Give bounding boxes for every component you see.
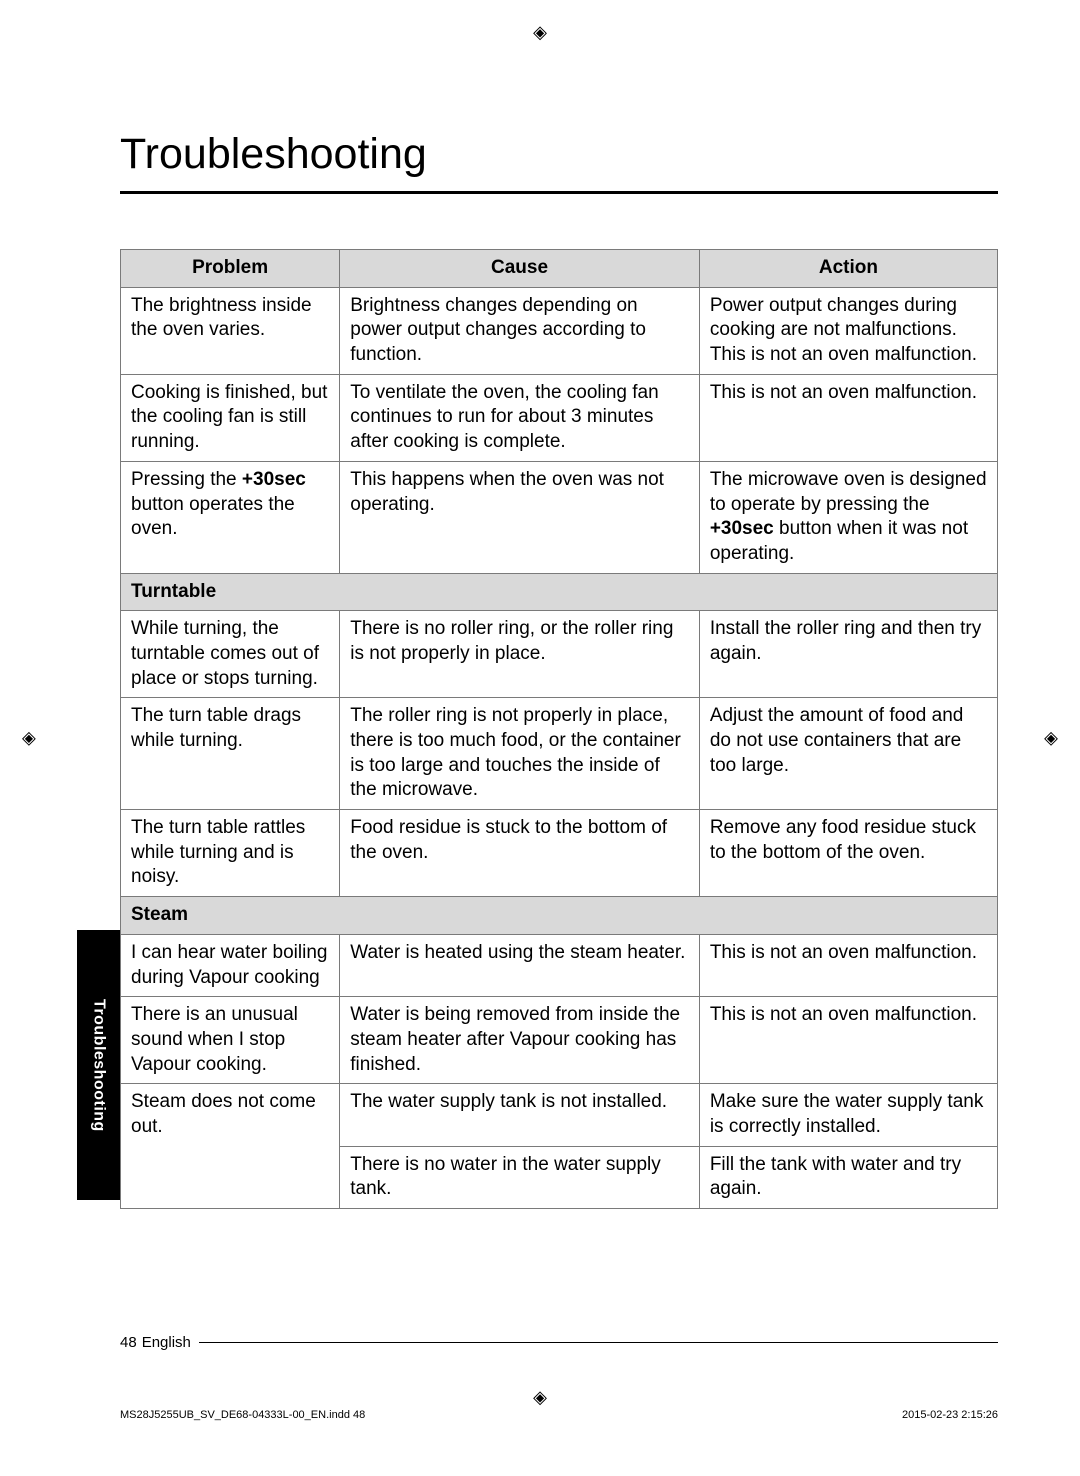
crop-mark-top: ◈ [533, 22, 547, 43]
section-header-turntable: Turntable [121, 573, 998, 611]
table-row: Pressing the +30sec button operates the … [121, 461, 998, 573]
section-row-turntable: Turntable [121, 573, 998, 611]
crop-mark-right: ◈ [1044, 728, 1058, 749]
table-row: I can hear water boiling during Vapour c… [121, 934, 998, 996]
table-row: The turn table drags while turning. The … [121, 698, 998, 810]
table-row: There is an unusual sound when I stop Va… [121, 997, 998, 1084]
header-cause: Cause [340, 250, 700, 288]
cell-action: This is not an oven malfunction. [699, 934, 997, 996]
table-row: Cooking is finished, but the cooling fan… [121, 374, 998, 461]
cell-problem: I can hear water boiling during Vapour c… [121, 934, 340, 996]
page-content: Troubleshooting Problem Cause Action The… [120, 130, 998, 1376]
cell-problem: The turn table drags while turning. [121, 698, 340, 810]
cell-cause: Water is heated using the steam heater. [340, 934, 700, 996]
table-row: The turn table rattles while turning and… [121, 810, 998, 897]
table-header-row: Problem Cause Action [121, 250, 998, 288]
crop-mark-bottom: ◈ [533, 1387, 547, 1408]
crop-mark-left: ◈ [22, 728, 36, 749]
language-label: English [142, 1334, 191, 1351]
cell-cause: To ventilate the oven, the cooling fan c… [340, 374, 700, 461]
print-info: MS28J5255UB_SV_DE68-04333L-00_EN.indd 48… [120, 1409, 998, 1421]
cell-cause: The water supply tank is not installed. [340, 1084, 700, 1146]
cell-problem: The brightness inside the oven varies. [121, 287, 340, 374]
cell-problem: While turning, the turntable comes out o… [121, 611, 340, 698]
cell-action: Adjust the amount of food and do not use… [699, 698, 997, 810]
section-header-steam: Steam [121, 897, 998, 935]
cell-problem: Steam does not come out. [121, 1084, 340, 1209]
cell-action: Power output changes during cooking are … [699, 287, 997, 374]
cell-cause: Brightness changes depending on power ou… [340, 287, 700, 374]
cell-problem: Cooking is finished, but the cooling fan… [121, 374, 340, 461]
cell-problem: Pressing the +30sec button operates the … [121, 461, 340, 573]
header-problem: Problem [121, 250, 340, 288]
cell-action: Make sure the water supply tank is corre… [699, 1084, 997, 1146]
cell-problem: The turn table rattles while turning and… [121, 810, 340, 897]
table-row: While turning, the turntable comes out o… [121, 611, 998, 698]
troubleshooting-table: Problem Cause Action The brightness insi… [120, 249, 998, 1209]
section-tab-label: Troubleshooting [90, 999, 108, 1132]
cell-action: This is not an oven malfunction. [699, 997, 997, 1084]
cell-action: This is not an oven malfunction. [699, 374, 997, 461]
cell-action: Remove any food residue stuck to the bot… [699, 810, 997, 897]
cell-action: The microwave oven is designed to operat… [699, 461, 997, 573]
cell-cause: Food residue is stuck to the bottom of t… [340, 810, 700, 897]
page-number: 48 [120, 1334, 137, 1351]
cell-problem: There is an unusual sound when I stop Va… [121, 997, 340, 1084]
print-timestamp: 2015-02-23 2:15:26 [902, 1409, 998, 1421]
header-action: Action [699, 250, 997, 288]
cell-cause: There is no water in the water supply ta… [340, 1146, 700, 1208]
cell-action: Install the roller ring and then try aga… [699, 611, 997, 698]
section-tab: Troubleshooting [77, 930, 120, 1200]
page-title: Troubleshooting [120, 130, 998, 194]
cell-cause: There is no roller ring, or the roller r… [340, 611, 700, 698]
page-footer: 48 English [120, 1334, 998, 1351]
table-row: Steam does not come out. The water suppl… [121, 1084, 998, 1146]
cell-cause: Water is being removed from inside the s… [340, 997, 700, 1084]
cell-action: Fill the tank with water and try again. [699, 1146, 997, 1208]
print-filename: MS28J5255UB_SV_DE68-04333L-00_EN.indd 48 [120, 1409, 365, 1421]
footer-line [199, 1342, 998, 1343]
section-row-steam: Steam [121, 897, 998, 935]
cell-cause: This happens when the oven was not opera… [340, 461, 700, 573]
table-row: The brightness inside the oven varies. B… [121, 287, 998, 374]
cell-cause: The roller ring is not properly in place… [340, 698, 700, 810]
